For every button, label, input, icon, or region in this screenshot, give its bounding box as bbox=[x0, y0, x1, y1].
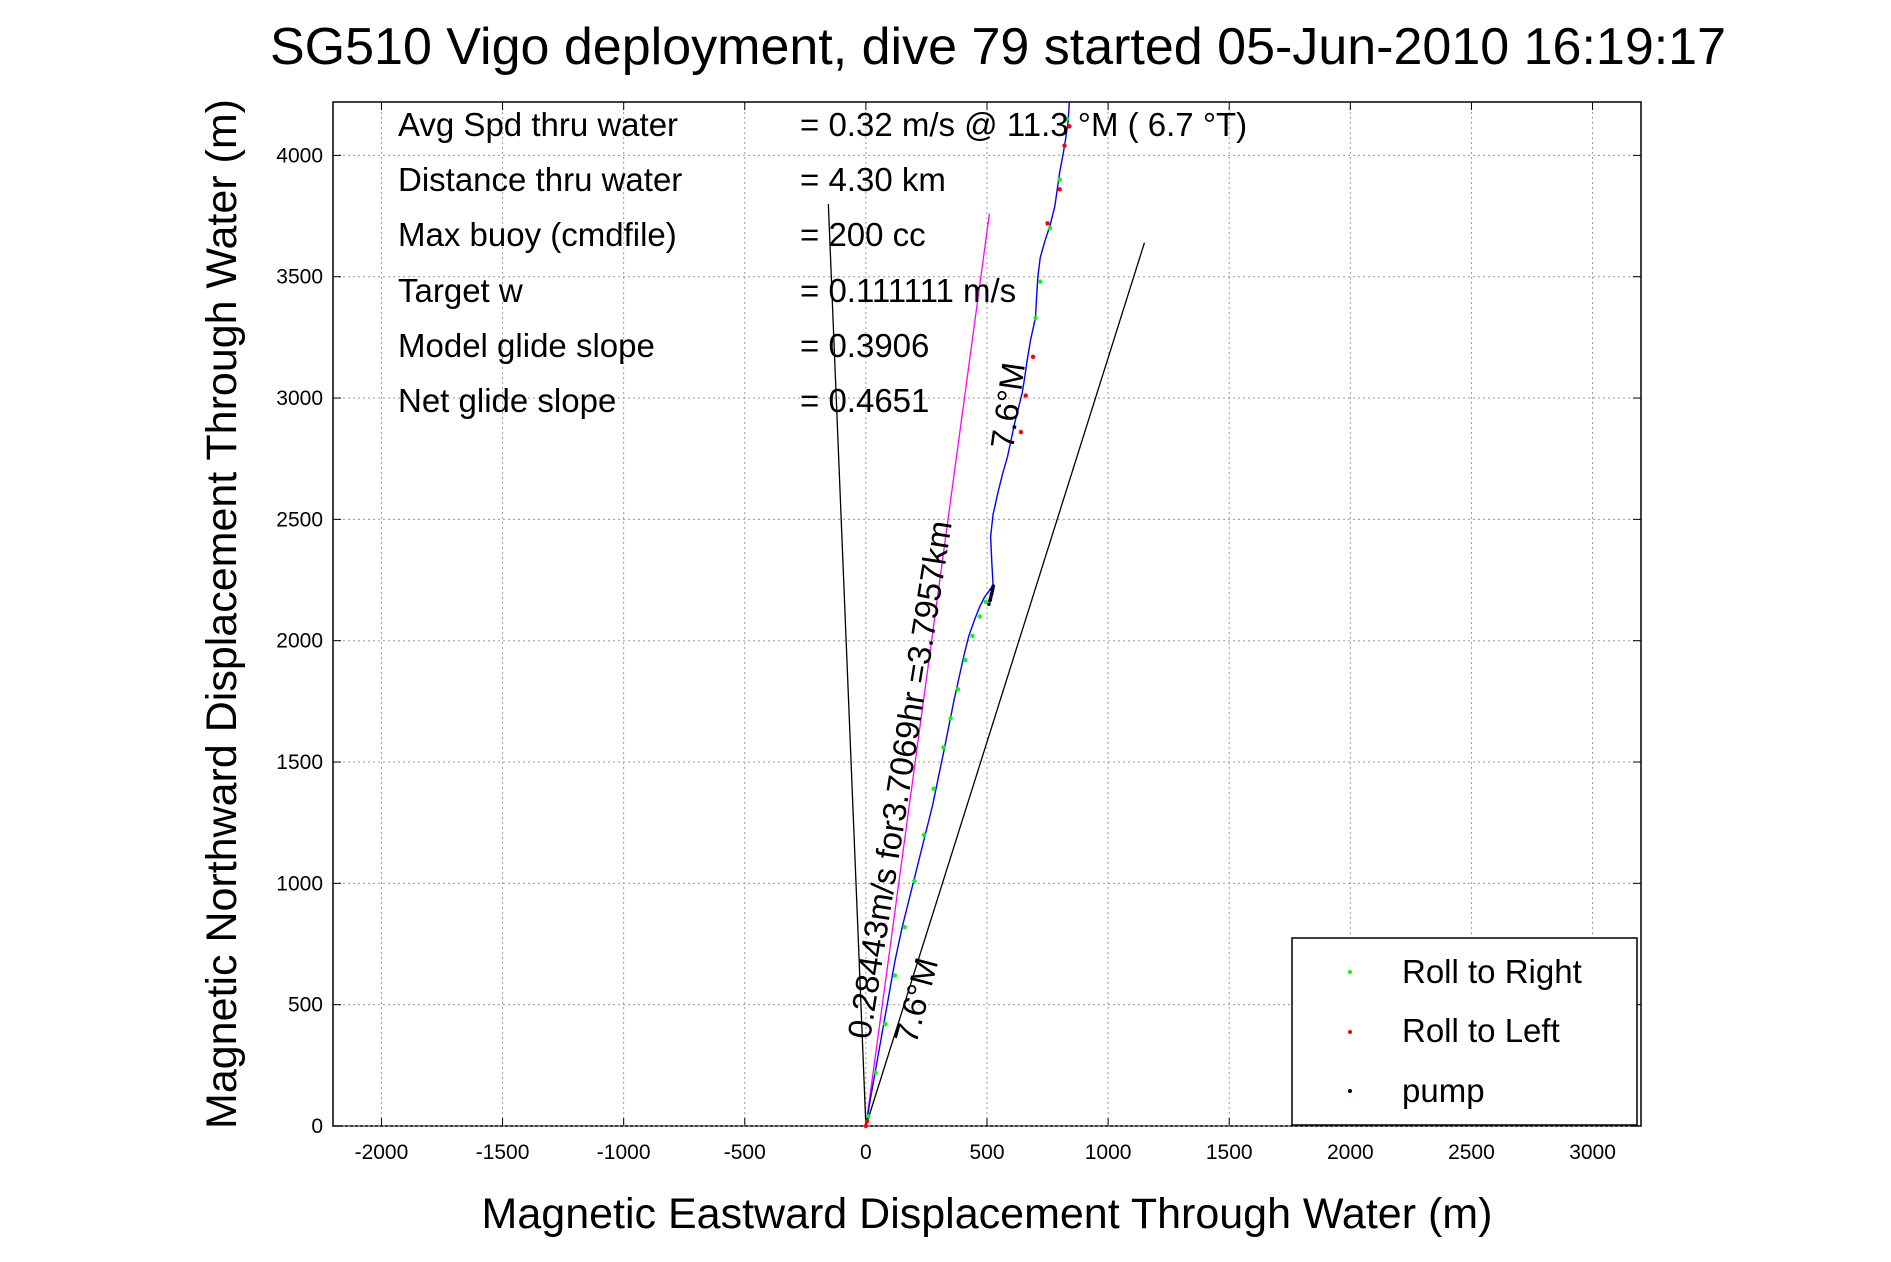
y-tick-label: 2500 bbox=[276, 508, 323, 531]
legend-marker-pump bbox=[1348, 1089, 1352, 1093]
info-label-target-w: Target w bbox=[398, 272, 523, 309]
legend-label-roll-right: Roll to Right bbox=[1402, 953, 1582, 990]
track-line bbox=[865, 101, 1071, 1127]
pump-marker bbox=[989, 592, 994, 597]
roll-right-marker bbox=[921, 832, 927, 838]
bracket-right bbox=[865, 242, 1146, 1127]
roll-right-marker bbox=[955, 687, 961, 692]
info-value-distance: = 4.30 km bbox=[800, 161, 946, 198]
legend-label-roll-left: Roll to Left bbox=[1402, 1012, 1560, 1049]
roll-left-marker bbox=[864, 1118, 870, 1124]
info-label-net-glide: Net glide slope bbox=[398, 382, 616, 419]
reference-lines bbox=[827, 203, 1146, 1127]
roll-left-marker bbox=[1062, 143, 1067, 148]
roll-right-marker bbox=[1047, 225, 1053, 231]
roll-right-marker bbox=[1064, 116, 1070, 122]
y-tick-label: 500 bbox=[288, 994, 323, 1017]
roll-left-marker bbox=[1023, 393, 1028, 398]
y-tick-label: 1500 bbox=[276, 751, 323, 774]
pump-marker bbox=[990, 587, 994, 592]
y-axis-label: Magnetic Northward Displacement Through … bbox=[198, 99, 246, 1129]
y-tick-label: 2000 bbox=[276, 630, 323, 653]
roll-right-marker bbox=[873, 1070, 878, 1075]
roll-right-marker bbox=[1057, 177, 1062, 182]
y-tick-label: 3500 bbox=[276, 266, 323, 289]
roll-right-marker bbox=[912, 878, 917, 884]
legend-marker-roll-left bbox=[1348, 1030, 1352, 1034]
roll-left-marker bbox=[1045, 221, 1050, 226]
roll-right-marker bbox=[883, 1021, 888, 1027]
y-tick-label: 1000 bbox=[276, 872, 323, 895]
info-label-distance: Distance thru water bbox=[398, 161, 682, 198]
roll-right-marker bbox=[1033, 315, 1038, 321]
chart-title: SG510 Vigo deployment, dive 79 started 0… bbox=[270, 18, 1726, 76]
roll-right-marker bbox=[963, 657, 968, 663]
x-tick-label: 1500 bbox=[1206, 1141, 1253, 1164]
roll-right-marker bbox=[983, 599, 988, 605]
legend-marker-roll-right bbox=[1348, 970, 1352, 974]
legend: Roll to Right Roll to Left pump bbox=[1291, 937, 1638, 1126]
pump-marker bbox=[991, 584, 996, 588]
x-tick-label: 500 bbox=[969, 1141, 1004, 1164]
x-tick-label: -1500 bbox=[476, 1141, 530, 1164]
y-tick-label: 4000 bbox=[276, 144, 323, 167]
roll-right-marker bbox=[892, 973, 898, 978]
x-tick-label: 0 bbox=[860, 1141, 872, 1164]
pump-marker bbox=[987, 602, 991, 607]
roll-left-marker bbox=[1057, 187, 1062, 192]
info-value-max-buoy: = 200 cc bbox=[800, 216, 926, 253]
x-tick-label: 2500 bbox=[1448, 1141, 1495, 1164]
grid bbox=[333, 102, 1641, 1127]
bracket-left bbox=[827, 203, 867, 1127]
x-tick-label: -500 bbox=[724, 1141, 766, 1164]
track-line-layer bbox=[865, 101, 1071, 1127]
pump-marker bbox=[988, 597, 993, 602]
x-tick-label: -1000 bbox=[597, 1141, 651, 1164]
roll-right-marker bbox=[1038, 279, 1043, 284]
y-tick-label: 3000 bbox=[276, 387, 323, 410]
roll-left-marker bbox=[1030, 354, 1036, 359]
x-tick-label: 2000 bbox=[1327, 1141, 1374, 1164]
y-tick-label: 0 bbox=[311, 1115, 323, 1138]
x-tick-label: 3000 bbox=[1569, 1141, 1616, 1164]
roll-right-marker bbox=[931, 786, 936, 791]
x-tick-label: 1000 bbox=[1085, 1141, 1132, 1164]
info-value-model-glide: = 0.3906 bbox=[800, 327, 929, 364]
marker-layer bbox=[863, 116, 1072, 1129]
x-tick-labels: -2000 -1500 -1000 -500 0 500 1000 1500 2000 2500 3… bbox=[355, 1141, 1616, 1164]
info-value-net-glide: = 0.4651 bbox=[800, 382, 929, 419]
heading-line bbox=[865, 213, 991, 1127]
x-axis-label: Magnetic Eastward Displacement Through W… bbox=[482, 1190, 1493, 1238]
info-label-avg-speed: Avg Spd thru water bbox=[398, 106, 678, 143]
roll-right-marker bbox=[970, 633, 975, 639]
roll-left-marker bbox=[863, 1123, 869, 1129]
x-tick-label: -2000 bbox=[355, 1141, 409, 1164]
roll-right-marker bbox=[948, 716, 953, 721]
y-tick-labels: 0 500 1000 1500 2000 2500 3000 3500 4000 bbox=[276, 144, 323, 1138]
roll-right-marker bbox=[941, 745, 946, 750]
roll-right-marker bbox=[866, 1114, 871, 1119]
info-block: Avg Spd thru water = 0.32 m/s @ 11.3 °M … bbox=[398, 106, 1247, 419]
roll-right-marker bbox=[977, 614, 982, 619]
roll-right-marker bbox=[902, 924, 907, 930]
legend-label-pump: pump bbox=[1402, 1072, 1485, 1109]
info-label-model-glide: Model glide slope bbox=[398, 327, 655, 364]
info-label-max-buoy: Max buoy (cmdfile) bbox=[398, 216, 677, 253]
info-value-target-w: = 0.111111 m/s bbox=[800, 272, 1016, 309]
roll-left-marker bbox=[1067, 124, 1072, 129]
info-value-avg-speed: = 0.32 m/s @ 11.3 °M ( 6.7 °T) bbox=[800, 106, 1247, 143]
roll-left-marker bbox=[1018, 429, 1024, 435]
